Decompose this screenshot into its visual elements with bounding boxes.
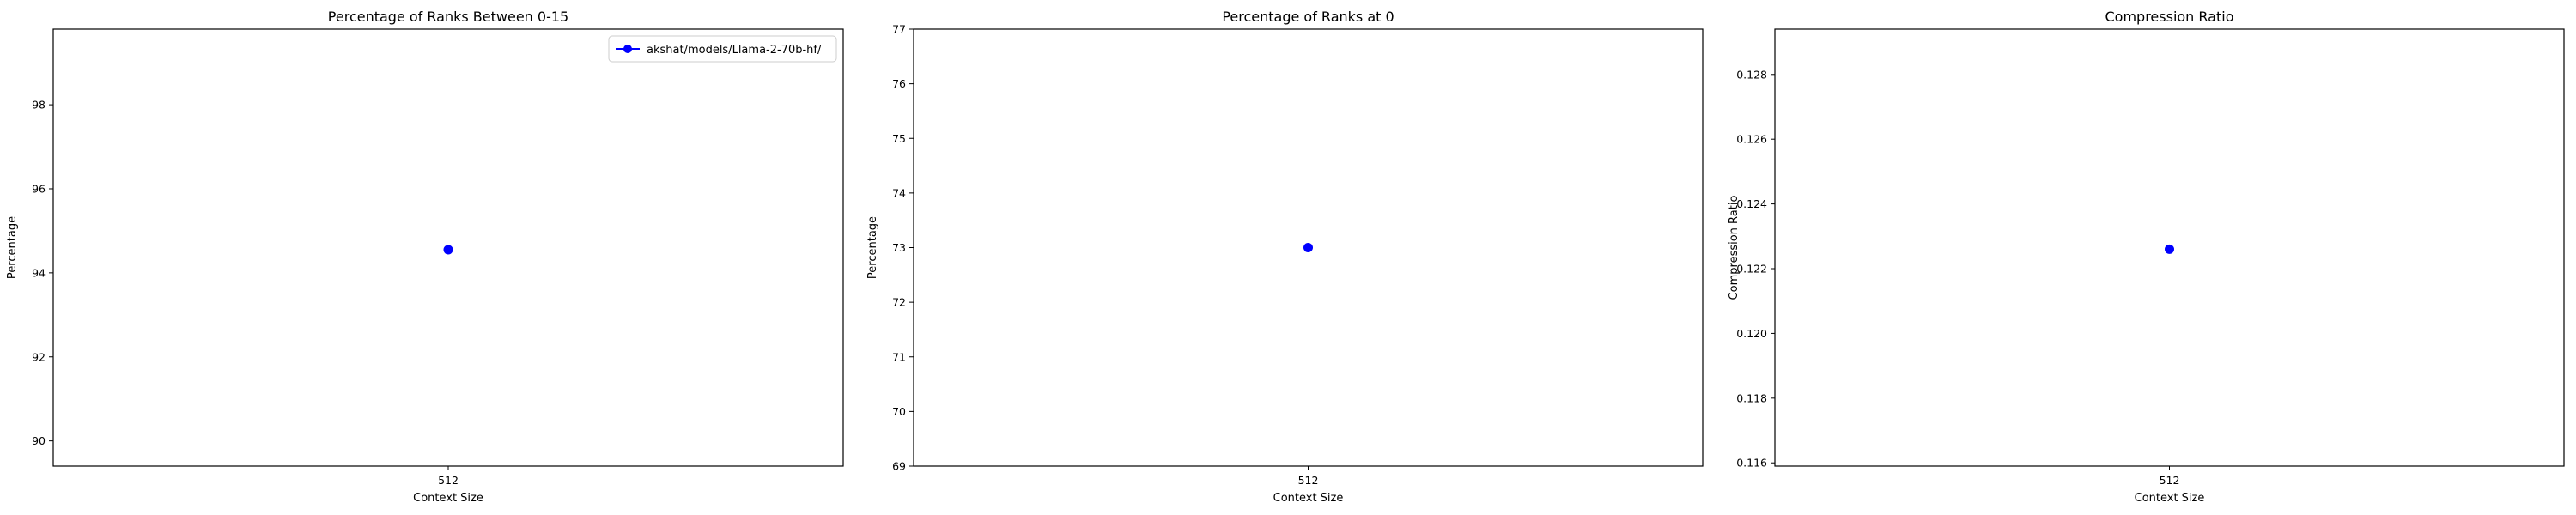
y-tick-label: 75 — [892, 132, 906, 145]
y-tick-label: 90 — [32, 434, 46, 447]
data-point — [444, 245, 453, 254]
x-tick-label: 512 — [1298, 474, 1319, 487]
y-tick-label: 70 — [892, 405, 906, 418]
y-tick-label: 98 — [32, 99, 46, 112]
y-axis-label-3: Compression Ratio — [1728, 196, 1741, 300]
y-tick-label: 0.118 — [1736, 391, 1767, 404]
y-tick-label: 0.126 — [1736, 133, 1767, 146]
y-tick-label: 69 — [892, 460, 906, 473]
x-tick-label: 512 — [438, 474, 459, 487]
y-tick-label: 0.120 — [1736, 327, 1767, 340]
x-axis-label-2: Context Size — [1273, 492, 1344, 505]
legend-label: akshat/models/Llama-2-70b-hf/ — [647, 44, 822, 57]
y-tick-label: 77 — [892, 23, 906, 36]
y-tick-label: 0.122 — [1736, 263, 1767, 276]
chart-title-2: Percentage of Ranks at 0 — [1222, 9, 1394, 25]
y-tick-label: 96 — [32, 182, 46, 195]
y-tick-label: 0.116 — [1736, 457, 1767, 470]
y-tick-label: 73 — [892, 241, 906, 254]
x-axis-label-3: Context Size — [2135, 492, 2205, 505]
y-tick-label: 92 — [32, 350, 46, 363]
chart-title-1: Percentage of Ranks Between 0-15 — [328, 9, 568, 25]
y-tick-label: 76 — [892, 77, 906, 90]
x-tick-label: 512 — [2160, 474, 2180, 487]
chart-title-3: Compression Ratio — [2105, 9, 2234, 25]
y-tick-label: 72 — [892, 296, 906, 309]
y-tick-label: 74 — [892, 186, 906, 199]
y-tick-label: 0.124 — [1736, 197, 1767, 210]
y-tick-label: 71 — [892, 350, 906, 363]
y-tick-label: 0.128 — [1736, 68, 1767, 81]
legend-marker — [623, 45, 632, 53]
y-tick-label: 94 — [32, 266, 46, 279]
y-axis-label-2: Percentage — [866, 216, 879, 279]
data-point — [2165, 245, 2174, 254]
y-axis-label-1: Percentage — [6, 216, 19, 279]
x-axis-label-1: Context Size — [413, 492, 483, 505]
data-point — [1303, 243, 1313, 252]
